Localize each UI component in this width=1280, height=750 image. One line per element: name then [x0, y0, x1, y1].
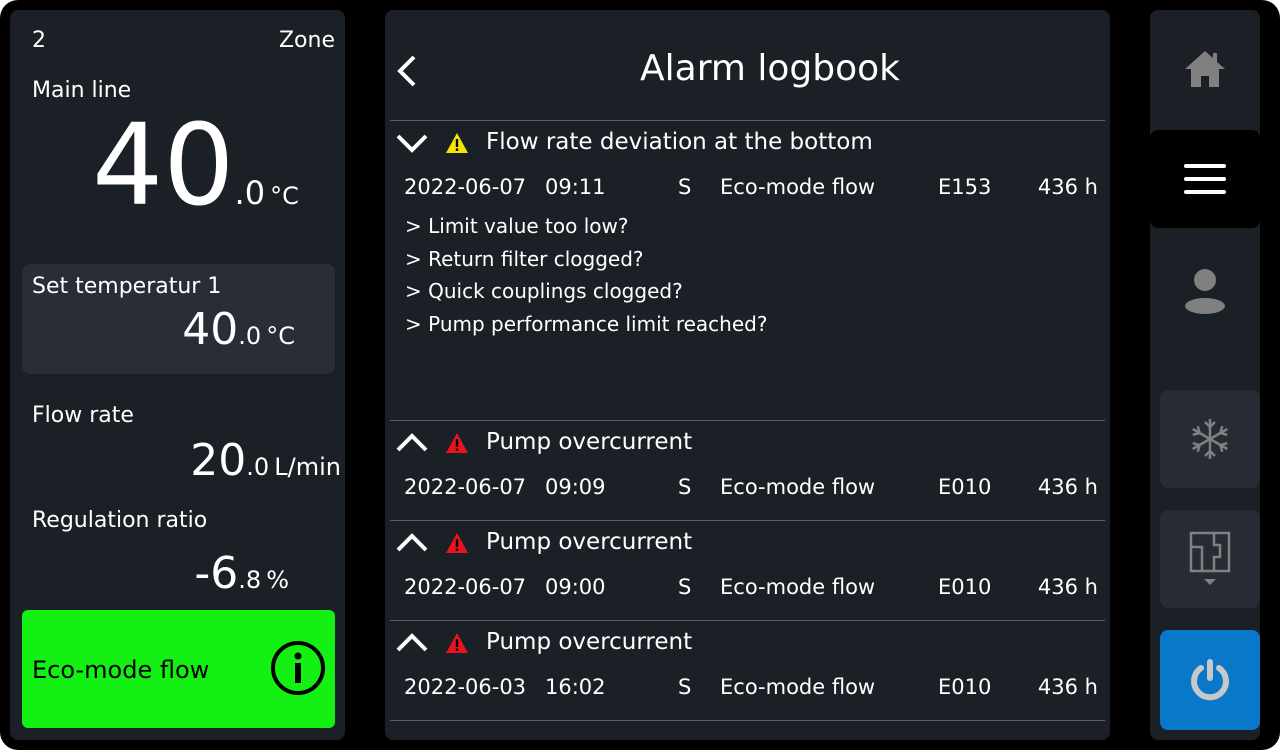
alarm-type: S [678, 175, 692, 199]
set-temp-unit: °C [266, 322, 295, 350]
divider [390, 420, 1105, 421]
zone-label: Zone [278, 28, 335, 53]
operating-mode-button[interactable]: Eco-mode flow [22, 610, 335, 728]
regulation-ratio-label: Regulation ratio [32, 508, 208, 533]
alarm-hours: 436 h [1037, 175, 1098, 199]
error-triangle-icon [446, 533, 468, 553]
power-icon [1191, 659, 1229, 701]
menu-button[interactable] [1150, 130, 1260, 228]
alarm-time: 09:11 [545, 175, 606, 199]
home-button[interactable] [1150, 10, 1260, 128]
error-triangle-icon [446, 433, 468, 453]
user-icon [1185, 269, 1225, 314]
main-line-dec: .0 [234, 174, 266, 212]
main-line-value: 40.0 °C [92, 110, 299, 222]
divider [390, 720, 1105, 721]
divider [390, 620, 1105, 621]
alarm-logbook-panel: Alarm logbook Flow rate deviation at the… [385, 10, 1110, 740]
divider [390, 120, 1105, 121]
cooling-button[interactable] [1160, 390, 1260, 488]
power-button[interactable] [1160, 630, 1260, 730]
alarm-title: Pump overcurrent [486, 529, 693, 555]
alarm-hours: 436 h [1037, 575, 1098, 599]
reg-dec: .8 [238, 566, 262, 594]
alarm-date: 2022-06-07 [404, 575, 527, 599]
set-temperature-button[interactable]: Set temperatur 1 40.0 °C [22, 264, 335, 374]
alarm-details: 2022-06-07 09:11 S Eco-mode flow E153 43… [385, 175, 1110, 205]
set-temp-int: 40 [182, 304, 239, 355]
floorplan-button[interactable] [1160, 510, 1260, 608]
warning-triangle-icon [446, 133, 468, 153]
snowflake-icon [1188, 419, 1232, 459]
user-button[interactable] [1150, 232, 1260, 350]
main-line-unit: °C [270, 182, 299, 210]
alarm-type: S [678, 575, 692, 599]
alarm-details: 2022-06-03 16:02 S Eco-mode flow E010 43… [385, 675, 1110, 705]
alarm-entry[interactable]: Pump overcurrent 2022-06-07 09:09 S Eco-… [385, 420, 1110, 520]
regulation-ratio-value: -6.8 % [194, 548, 289, 599]
flow-dec: .0 [246, 453, 270, 481]
alarm-date: 2022-06-03 [404, 675, 527, 699]
alarm-type: S [678, 475, 692, 499]
operating-mode-label: Eco-mode flow [32, 656, 210, 684]
status-panel: 2 Zone Main line 40.0 °C Set temperatur … [10, 10, 345, 740]
alarm-title: Pump overcurrent [486, 429, 693, 455]
flow-unit: L/min [274, 453, 341, 481]
chevron-up-icon[interactable] [395, 531, 429, 555]
alarm-time: 09:09 [545, 475, 606, 499]
alarm-date: 2022-06-07 [404, 175, 527, 199]
page-title: Alarm logbook [640, 48, 900, 89]
floorplan-icon [1189, 531, 1231, 585]
alarm-time: 09:00 [545, 575, 606, 599]
alarm-title: Pump overcurrent [486, 629, 693, 655]
alarm-mode: Eco-mode flow [720, 675, 876, 699]
alarm-code: E153 [938, 175, 992, 199]
error-triangle-icon [446, 633, 468, 653]
alarm-code: E010 [938, 675, 992, 699]
flow-rate-value: 20.0 L/min [190, 435, 341, 486]
chevron-up-icon[interactable] [395, 631, 429, 655]
alarm-code: E010 [938, 575, 992, 599]
home-icon [1185, 51, 1225, 87]
reg-unit: % [266, 566, 289, 594]
alarm-mode: Eco-mode flow [720, 175, 876, 199]
alarm-mode: Eco-mode flow [720, 575, 876, 599]
alarm-details: 2022-06-07 09:09 S Eco-mode flow E010 43… [385, 475, 1110, 505]
alarm-date: 2022-06-07 [404, 475, 527, 499]
alarm-entry[interactable]: Flow rate deviation at the bottom 2022-0… [385, 120, 1110, 336]
chevron-down-icon[interactable] [395, 131, 429, 155]
info-icon[interactable] [270, 640, 326, 696]
alarm-details: 2022-06-07 09:00 S Eco-mode flow E010 43… [385, 575, 1110, 605]
divider [390, 520, 1105, 521]
navigation-bar [1150, 10, 1260, 740]
set-temp-dec: .0 [238, 322, 262, 350]
alarm-mode: Eco-mode flow [720, 475, 876, 499]
set-temp-label: Set temperatur 1 [32, 274, 222, 299]
main-line-label: Main line [32, 78, 132, 103]
alarm-hours: 436 h [1037, 475, 1098, 499]
reg-int: -6 [194, 548, 239, 599]
alarm-hours: 436 h [1037, 675, 1098, 699]
alarm-hint: > Quick couplings clogged? [405, 279, 683, 303]
zone-number: 2 [32, 28, 46, 53]
alarm-code: E010 [938, 475, 992, 499]
back-button[interactable] [395, 54, 419, 88]
alarm-hint: > Pump performance limit reached? [405, 311, 768, 336]
alarm-entry[interactable]: Pump overcurrent 2022-06-07 09:00 S Eco-… [385, 520, 1110, 620]
flow-rate-label: Flow rate [32, 403, 134, 428]
alarm-hint: > Return filter clogged? [405, 246, 644, 271]
chevron-up-icon[interactable] [395, 431, 429, 455]
main-line-int: 40 [92, 101, 235, 231]
alarm-title: Flow rate deviation at the bottom [486, 129, 873, 155]
alarm-hint: > Limit value too low? [405, 214, 629, 238]
set-temp-value: 40.0 °C [182, 304, 295, 355]
alarm-entry[interactable]: Pump overcurrent 2022-06-03 16:02 S Eco-… [385, 620, 1110, 720]
alarm-type: S [678, 675, 692, 699]
menu-icon [1184, 164, 1226, 194]
alarm-time: 16:02 [545, 675, 606, 699]
flow-int: 20 [190, 435, 247, 486]
